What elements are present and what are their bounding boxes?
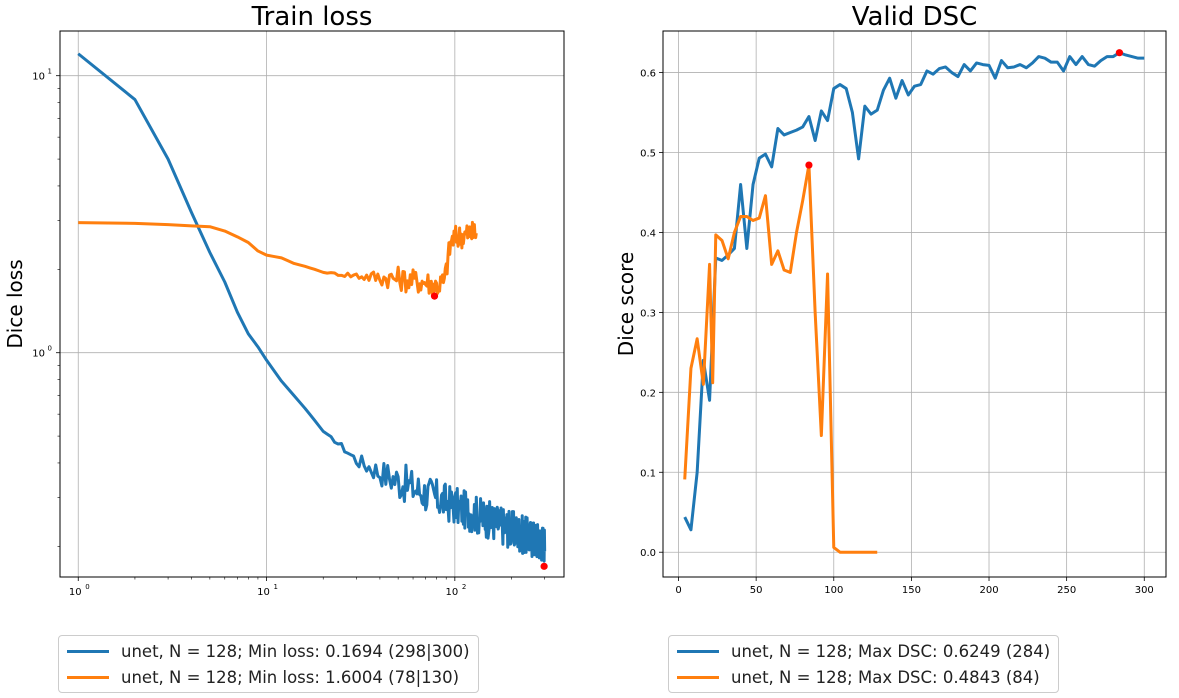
series-line-1 (77, 52, 547, 563)
y-tick-label: 10 (32, 72, 45, 83)
legend-item-train-series-2: unet, N = 128; Min loss: 1.6004 (78|130) (67, 664, 470, 690)
y-tick-exponent: 1 (48, 68, 52, 76)
max-marker-2 (805, 161, 813, 169)
legend-item-train-series-1: unet, N = 128; Min loss: 0.1694 (298|300… (67, 638, 470, 664)
x-tick-exponent: 2 (462, 583, 466, 591)
legend-label: unet, N = 128; Max DSC: 0.4843 (84) (731, 667, 1040, 687)
min-marker-1 (540, 562, 548, 570)
x-tick-label: 200 (979, 585, 998, 596)
plot-area (663, 31, 1166, 577)
x-tick-label: 300 (1135, 585, 1154, 596)
series-line-2 (78, 220, 478, 297)
x-tick-exponent: 0 (85, 583, 89, 591)
legend-swatch-orange (67, 675, 109, 679)
x-tick-exponent: 1 (274, 583, 278, 591)
legend-item-valid-series-2: unet, N = 128; Max DSC: 0.4843 (84) (677, 664, 1050, 690)
x-tick-label: 10 (69, 587, 82, 598)
legend-item-valid-series-1: unet, N = 128; Max DSC: 0.6249 (284) (677, 638, 1050, 664)
y-tick-label: 0.3 (640, 308, 656, 319)
series-line-1 (683, 51, 1145, 532)
y-tick-label: 0.2 (640, 388, 656, 399)
y-tick-label: 0.4 (640, 228, 656, 239)
plot-frame (662, 30, 1167, 578)
y-tick-label: 0.5 (640, 149, 656, 160)
x-tick-label: 100 (824, 585, 843, 596)
legend-swatch-orange (677, 675, 719, 679)
plot-frame (59, 30, 565, 578)
valid-dsc-chart: 0 50 100 150 200 250 300 0.0 0.1 0.2 0.3 0.4 0.5 0.6 V… (614, 2, 1167, 596)
min-marker-2 (430, 292, 439, 300)
series-line-2 (683, 163, 878, 554)
max-marker-1 (1115, 49, 1124, 57)
y-tick-label: 0.1 (640, 468, 656, 479)
train-loss-legend: unet, N = 128; Min loss: 0.1694 (298|300… (58, 635, 479, 693)
x-tick-label: 0 (675, 585, 681, 596)
x-tick-label: 10 (445, 587, 458, 598)
x-tick-label: 150 (902, 585, 921, 596)
legend-label: unet, N = 128; Min loss: 1.6004 (78|130) (121, 667, 460, 687)
plot-area (60, 31, 564, 577)
legend-label: unet, N = 128; Min loss: 0.1694 (298|300… (121, 641, 470, 661)
y-tick-exponent: 0 (48, 345, 52, 353)
y-axis-label: Dice score (614, 252, 638, 356)
y-tick-label: 0.6 (640, 69, 656, 80)
legend-swatch-blue (677, 649, 719, 653)
y-tick-label: 10 (32, 349, 45, 360)
legend-swatch-blue (67, 649, 109, 653)
y-axis-label: Dice loss (3, 259, 27, 348)
valid-dsc-legend: unet, N = 128; Max DSC: 0.6249 (284) une… (668, 635, 1060, 693)
chart-title: Valid DSC (852, 2, 978, 32)
x-tick-label: 10 (257, 587, 270, 598)
y-tick-label: 0.0 (640, 548, 656, 559)
legend-label: unet, N = 128; Max DSC: 0.6249 (284) (731, 641, 1051, 661)
x-tick-label: 50 (750, 585, 763, 596)
x-tick-label: 250 (1057, 585, 1076, 596)
chart-title: Train loss (251, 2, 373, 32)
